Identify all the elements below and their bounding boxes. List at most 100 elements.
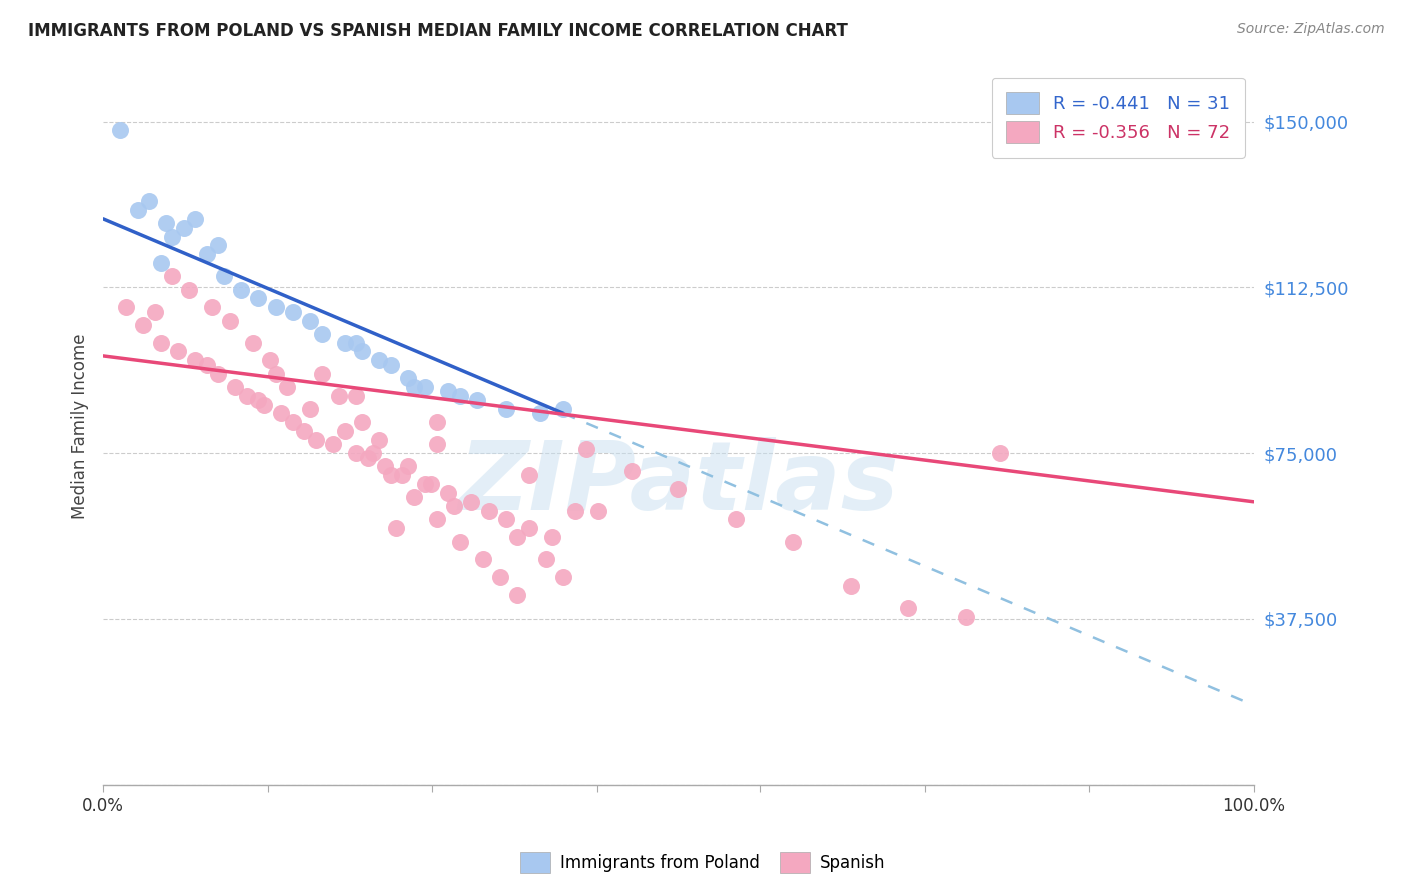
Point	[402, 491, 425, 505]
Point	[413, 380, 436, 394]
Point	[344, 335, 367, 350]
Point	[218, 313, 240, 327]
Point	[242, 335, 264, 350]
Point	[368, 353, 391, 368]
Y-axis label: Median Family Income: Median Family Income	[72, 334, 89, 519]
Point	[299, 313, 322, 327]
Point	[506, 530, 529, 544]
Point	[179, 283, 201, 297]
Point	[344, 389, 367, 403]
Point	[201, 300, 224, 314]
Point	[460, 495, 482, 509]
Point	[276, 380, 298, 394]
Point	[575, 442, 598, 456]
Point	[374, 459, 396, 474]
Point	[782, 534, 804, 549]
Point	[449, 534, 471, 549]
Point	[270, 406, 292, 420]
Point	[449, 389, 471, 403]
Point	[299, 401, 322, 416]
Point	[839, 579, 862, 593]
Point	[253, 398, 276, 412]
Point	[212, 269, 235, 284]
Point	[540, 530, 562, 544]
Text: ZIPatlas: ZIPatlas	[458, 437, 898, 531]
Point	[517, 521, 540, 535]
Point	[127, 202, 149, 217]
Point	[426, 415, 449, 429]
Point	[322, 437, 344, 451]
Point	[666, 482, 689, 496]
Point	[259, 353, 281, 368]
Point	[426, 512, 449, 526]
Point	[553, 570, 575, 584]
Point	[167, 344, 190, 359]
Point	[184, 353, 207, 368]
Point	[350, 344, 373, 359]
Point	[264, 300, 287, 314]
Point	[311, 367, 333, 381]
Point	[534, 552, 557, 566]
Point	[990, 446, 1012, 460]
Point	[149, 335, 172, 350]
Point	[328, 389, 350, 403]
Point	[138, 194, 160, 209]
Point	[380, 468, 402, 483]
Point	[224, 380, 246, 394]
Point	[413, 477, 436, 491]
Point	[489, 570, 512, 584]
Point	[396, 371, 419, 385]
Point	[143, 304, 166, 318]
Point	[426, 437, 449, 451]
Point	[195, 358, 218, 372]
Point	[495, 401, 517, 416]
Point	[294, 424, 316, 438]
Point	[420, 477, 443, 491]
Point	[396, 459, 419, 474]
Point	[311, 326, 333, 341]
Point	[471, 552, 494, 566]
Legend: Immigrants from Poland, Spanish: Immigrants from Poland, Spanish	[513, 846, 893, 880]
Point	[391, 468, 413, 483]
Point	[155, 216, 177, 230]
Point	[173, 220, 195, 235]
Point	[149, 256, 172, 270]
Point	[160, 229, 183, 244]
Point	[553, 401, 575, 416]
Point	[160, 269, 183, 284]
Point	[264, 367, 287, 381]
Point	[363, 446, 385, 460]
Point	[305, 433, 328, 447]
Point	[247, 292, 270, 306]
Point	[506, 588, 529, 602]
Text: Source: ZipAtlas.com: Source: ZipAtlas.com	[1237, 22, 1385, 37]
Point	[333, 424, 356, 438]
Point	[443, 500, 465, 514]
Point	[207, 238, 229, 252]
Point	[344, 446, 367, 460]
Point	[564, 503, 586, 517]
Point	[110, 123, 132, 137]
Point	[184, 211, 207, 226]
Point	[207, 367, 229, 381]
Point	[724, 512, 747, 526]
Point	[897, 601, 920, 615]
Point	[477, 503, 499, 517]
Point	[380, 358, 402, 372]
Point	[955, 609, 977, 624]
Text: IMMIGRANTS FROM POLAND VS SPANISH MEDIAN FAMILY INCOME CORRELATION CHART: IMMIGRANTS FROM POLAND VS SPANISH MEDIAN…	[28, 22, 848, 40]
Point	[281, 304, 304, 318]
Point	[517, 468, 540, 483]
Point	[231, 283, 253, 297]
Point	[368, 433, 391, 447]
Point	[281, 415, 304, 429]
Point	[247, 393, 270, 408]
Point	[529, 406, 551, 420]
Point	[437, 486, 460, 500]
Point	[195, 247, 218, 261]
Point	[357, 450, 380, 465]
Point	[621, 464, 644, 478]
Point	[115, 300, 138, 314]
Point	[333, 335, 356, 350]
Point	[402, 380, 425, 394]
